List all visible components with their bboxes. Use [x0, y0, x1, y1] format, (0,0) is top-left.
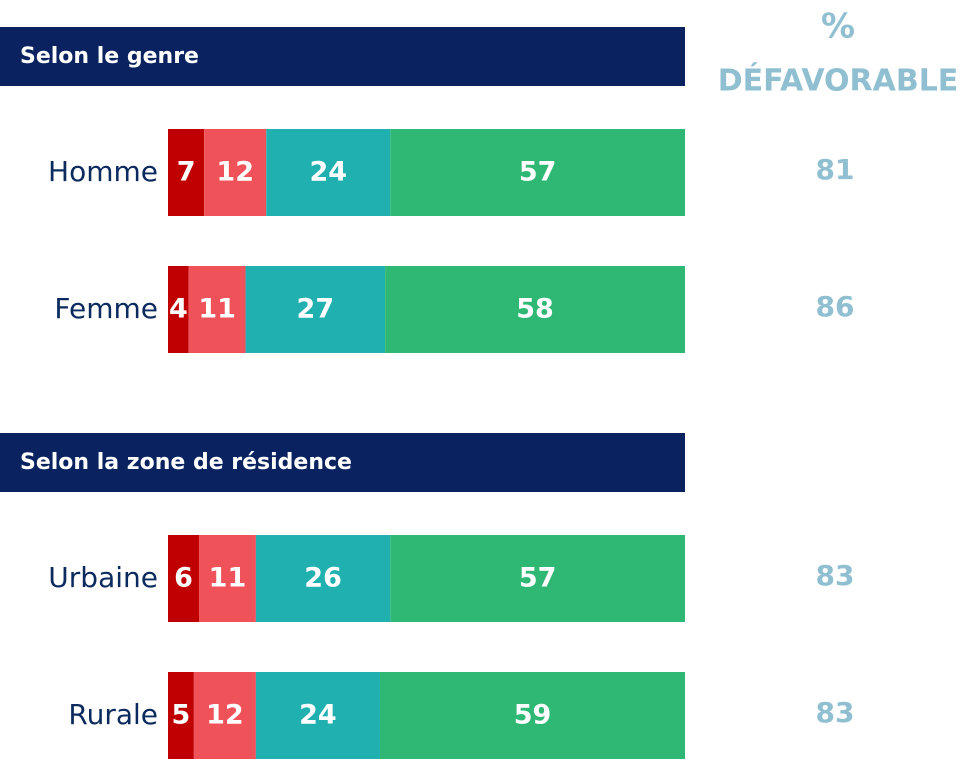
bar-segment	[168, 535, 200, 622]
value-label: 57	[519, 157, 557, 188]
bar-segment	[379, 672, 685, 759]
unfavorable-value: 81	[816, 153, 855, 186]
value-label: 7	[177, 157, 196, 188]
bar-segment	[168, 129, 205, 216]
bar-segment	[204, 129, 267, 216]
value-label: 12	[216, 157, 254, 188]
value-label: 12	[206, 700, 244, 731]
bar-segment	[193, 672, 256, 759]
value-label: 58	[516, 294, 554, 325]
bar-segment	[255, 672, 380, 759]
bar-segment	[245, 266, 386, 353]
bar-segment	[168, 266, 189, 353]
group-header	[0, 433, 685, 492]
bar-segment	[255, 535, 391, 622]
value-label: 27	[297, 294, 335, 325]
value-label: 11	[209, 563, 247, 594]
unfavorable-value: 83	[816, 696, 855, 729]
value-label: 24	[309, 157, 347, 188]
bar-segment	[188, 266, 246, 353]
bar-segment	[266, 129, 391, 216]
bar-segment	[390, 129, 685, 216]
value-label: 59	[514, 700, 552, 731]
bar-segment	[385, 266, 685, 353]
bar-segment	[168, 672, 194, 759]
group-title: Selon le genre	[20, 44, 199, 69]
category-label: Femme	[54, 292, 158, 325]
group-header	[0, 27, 685, 86]
value-label: 57	[519, 563, 557, 594]
value-label: 6	[174, 563, 193, 594]
unfavorable-value: 86	[816, 290, 855, 323]
category-label: Urbaine	[48, 561, 158, 594]
category-label: Homme	[48, 155, 158, 188]
column-title: %	[821, 7, 855, 47]
value-label: 5	[172, 700, 191, 731]
value-label: 26	[304, 563, 342, 594]
bar-segment	[390, 535, 685, 622]
value-label: 11	[198, 294, 236, 325]
group-title: Selon la zone de résidence	[20, 450, 352, 475]
unfavorable-value: 83	[816, 559, 855, 592]
bar-segment	[199, 535, 256, 622]
column-title: DÉFAVORABLE	[718, 63, 959, 99]
value-label: 24	[299, 700, 337, 731]
value-label: 4	[169, 294, 188, 325]
category-label: Rurale	[68, 698, 158, 731]
